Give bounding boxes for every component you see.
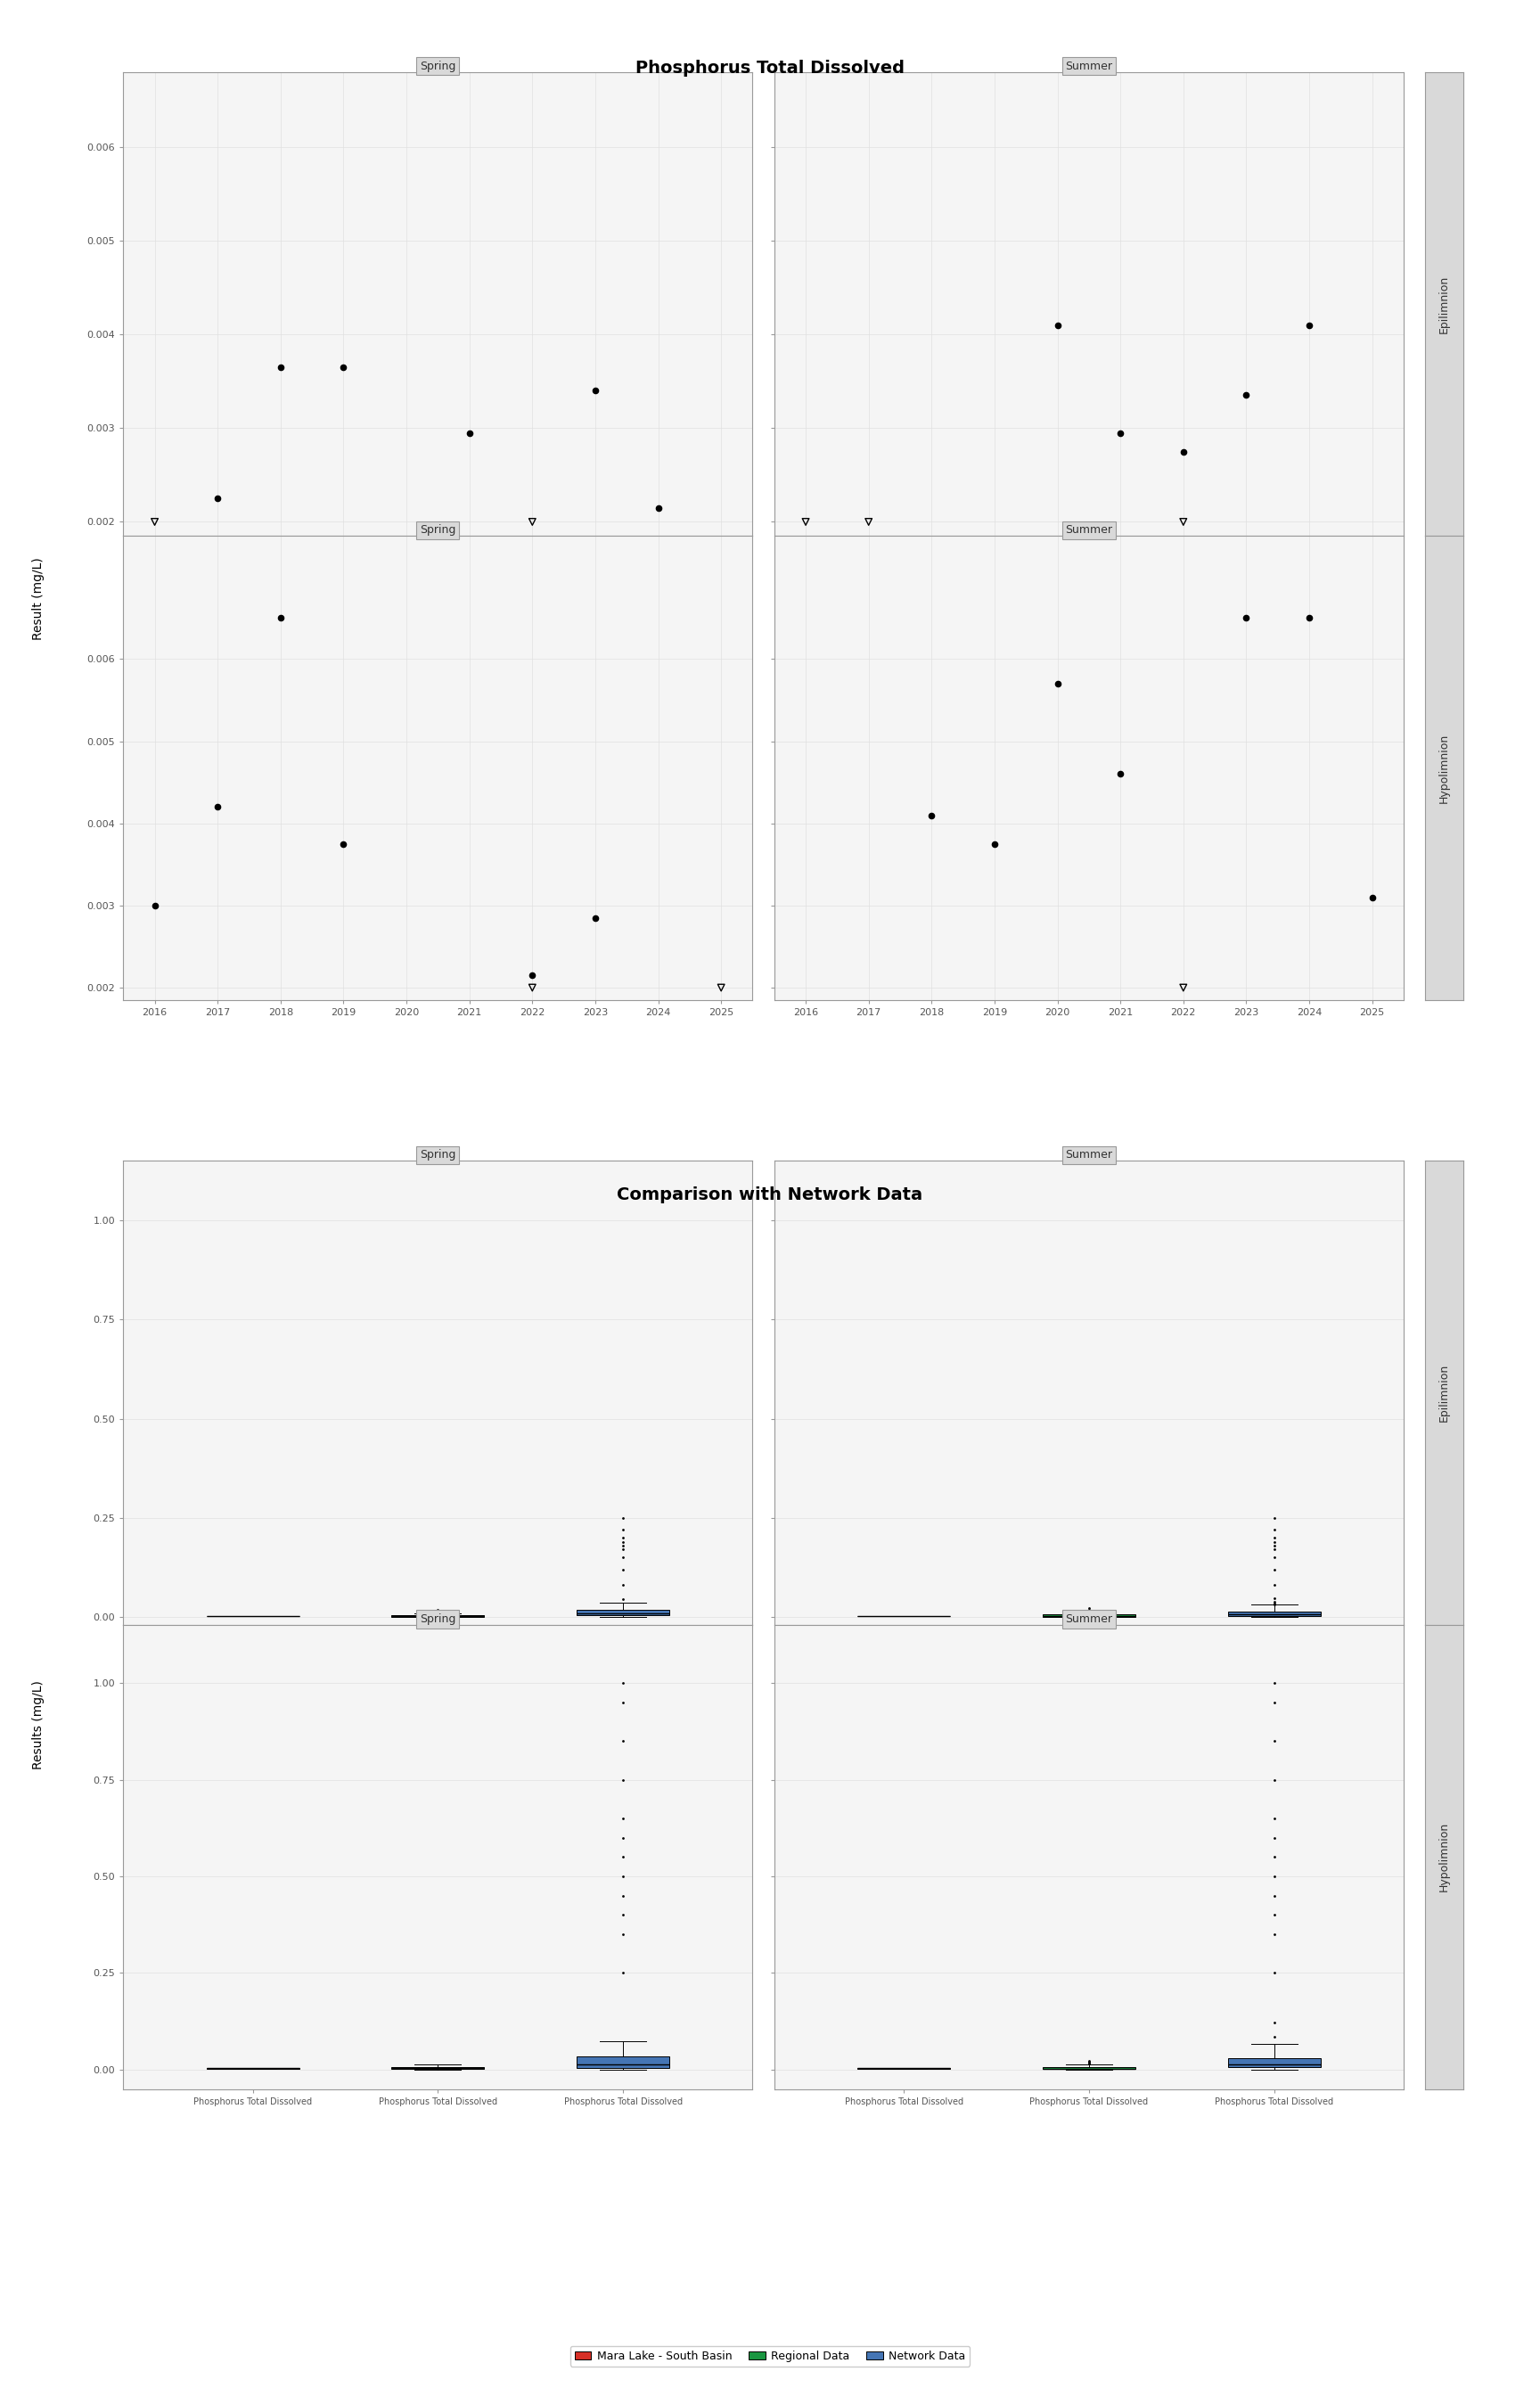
Point xyxy=(645,489,670,527)
Point xyxy=(1170,431,1195,470)
Point xyxy=(521,956,545,994)
Point xyxy=(205,788,229,827)
Point xyxy=(1360,879,1384,918)
Point xyxy=(268,347,293,386)
Point xyxy=(708,968,733,1006)
Title: Summer: Summer xyxy=(1066,60,1112,72)
Point xyxy=(1109,415,1133,453)
Point xyxy=(521,968,545,1006)
PathPatch shape xyxy=(1227,2058,1320,2068)
Point xyxy=(142,887,166,925)
Point xyxy=(1046,664,1070,702)
Text: Results (mg/L): Results (mg/L) xyxy=(32,1680,45,1771)
Text: Phosphorus Total Dissolved: Phosphorus Total Dissolved xyxy=(636,60,904,77)
Point xyxy=(331,347,356,386)
Point xyxy=(521,503,545,541)
Point xyxy=(1234,599,1258,637)
Point xyxy=(205,479,229,518)
Title: Summer: Summer xyxy=(1066,1150,1112,1162)
Point xyxy=(919,795,944,834)
Point xyxy=(268,599,293,637)
Point xyxy=(1046,307,1070,345)
Point xyxy=(331,824,356,863)
Text: Result (mg/L): Result (mg/L) xyxy=(32,558,45,640)
Point xyxy=(1297,599,1321,637)
Legend: Mara Lake - South Basin, Regional Data, Network Data: Mara Lake - South Basin, Regional Data, … xyxy=(570,2346,970,2367)
Title: Summer: Summer xyxy=(1066,525,1112,537)
Point xyxy=(1170,503,1195,541)
Text: Hypolimnion: Hypolimnion xyxy=(1438,1821,1451,1893)
Point xyxy=(584,898,608,937)
Text: Epilimnion: Epilimnion xyxy=(1438,1363,1451,1421)
Text: Epilimnion: Epilimnion xyxy=(1438,276,1451,333)
Title: Spring: Spring xyxy=(420,1150,456,1162)
Point xyxy=(793,503,818,541)
Title: Spring: Spring xyxy=(420,60,456,72)
Point xyxy=(1297,307,1321,345)
Point xyxy=(457,415,482,453)
Point xyxy=(856,503,881,541)
Point xyxy=(1109,755,1133,793)
Point xyxy=(1234,376,1258,415)
Title: Spring: Spring xyxy=(420,1613,456,1624)
PathPatch shape xyxy=(578,2056,670,2068)
Title: Summer: Summer xyxy=(1066,1613,1112,1624)
PathPatch shape xyxy=(1227,1613,1320,1615)
Point xyxy=(584,371,608,410)
Text: Comparison with Network Data: Comparison with Network Data xyxy=(618,1186,922,1203)
Point xyxy=(1170,968,1195,1006)
Title: Spring: Spring xyxy=(420,525,456,537)
Point xyxy=(983,824,1007,863)
PathPatch shape xyxy=(578,1610,670,1615)
Text: Hypolimnion: Hypolimnion xyxy=(1438,733,1451,803)
Point xyxy=(142,503,166,541)
PathPatch shape xyxy=(1043,1615,1135,1617)
